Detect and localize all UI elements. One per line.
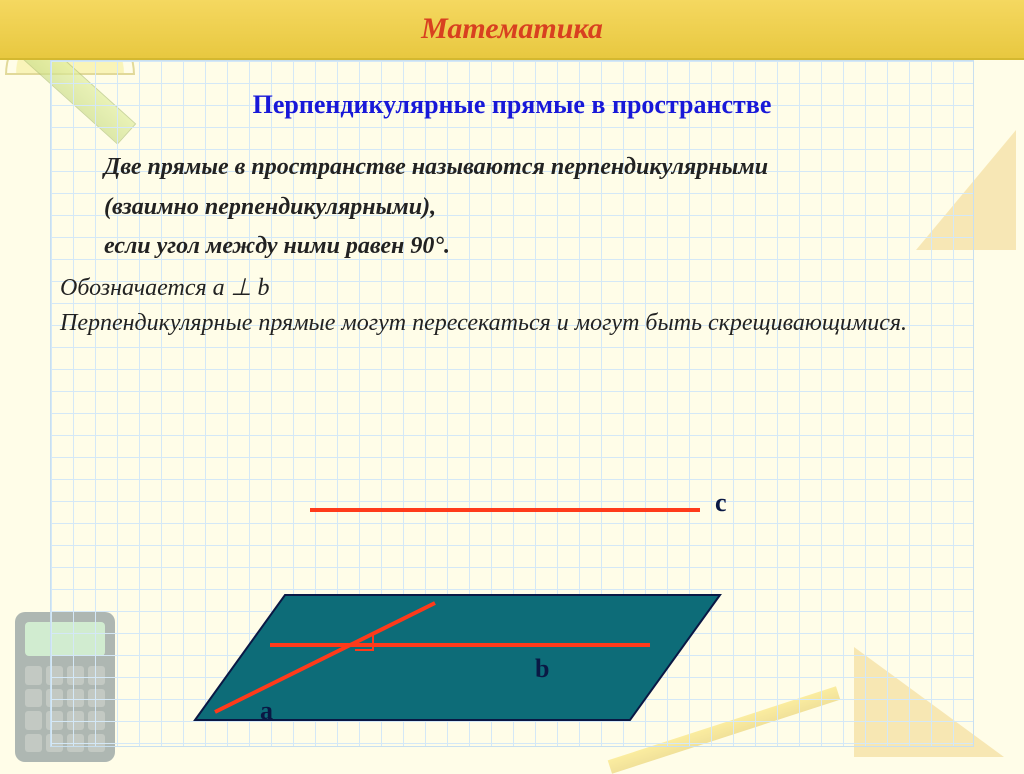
label-c: c (715, 488, 727, 518)
content-area: Перпендикулярные прямые в пространстве Д… (60, 90, 964, 341)
diagram-svg (140, 480, 860, 740)
def-line1: Две прямые в пространстве называются (104, 154, 545, 180)
notation-text: Обозначается a ⊥ b (60, 273, 964, 302)
page-title: Перпендикулярные прямые в пространстве (60, 90, 964, 120)
definition-text: Две прямые в пространстве называются пер… (104, 148, 964, 267)
diagram: c b a (140, 480, 860, 740)
def-word: перпендикулярными (551, 154, 768, 180)
header-title: Математика (421, 12, 603, 46)
label-b: b (535, 654, 549, 684)
header-bar: Математика (0, 0, 1024, 60)
remark-text: Перпендикулярные прямые могут пересекать… (60, 306, 964, 341)
def-line3: если угол между ними равен 90°. (104, 233, 450, 259)
plane (195, 595, 720, 720)
def-line2: (взаимно перпендикулярными), (104, 194, 436, 220)
label-a: a (260, 696, 273, 726)
